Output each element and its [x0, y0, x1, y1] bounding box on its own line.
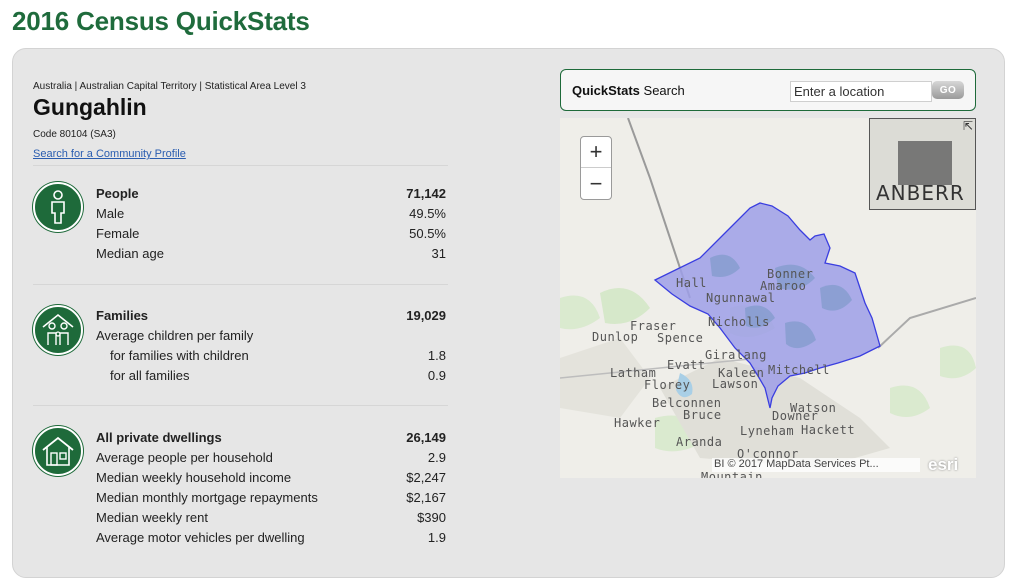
- breadcrumb: Australia | Australian Capital Territory…: [33, 81, 306, 92]
- search-title-rest: Search: [639, 83, 685, 98]
- place-label: Downer: [772, 409, 819, 423]
- families-with-children-value: 1.8: [427, 347, 446, 363]
- vehicles-value: 1.9: [427, 529, 446, 545]
- male-value: 49.5%: [409, 205, 446, 221]
- female-value: 50.5%: [409, 225, 446, 241]
- map-attribution: BI © 2017 MapData Services Pt...: [712, 458, 920, 472]
- place-label: Aranda: [676, 435, 723, 449]
- place-label: Bonner: [767, 267, 814, 281]
- house-icon: [33, 426, 83, 476]
- search-title: QuickStats Search: [572, 83, 685, 98]
- map[interactable]: + − ANBERR ⇱ Hall Bonner Amaroo Ngunnawa…: [560, 118, 976, 478]
- all-families-label: for all families: [110, 367, 190, 383]
- gungahlin-region[interactable]: [653, 202, 881, 409]
- rent-row: Median weekly rent $390: [96, 507, 446, 527]
- area-name: Gungahlin: [33, 94, 147, 120]
- families-row: Families 19,029: [96, 305, 446, 325]
- avg-people-value: 2.9: [427, 449, 446, 465]
- place-label: Watson: [790, 401, 837, 415]
- page-title: 2016 Census QuickStats: [12, 6, 310, 36]
- person-icon: [33, 182, 83, 232]
- zoom-control: + −: [580, 136, 612, 200]
- map-canvas: [560, 118, 976, 468]
- place-label: Lyneham: [740, 424, 795, 438]
- divider: [33, 165, 448, 166]
- area-code: Code 80104 (SA3): [33, 129, 116, 140]
- place-label: Hackett: [801, 423, 856, 437]
- place-label: Kaleen: [718, 366, 765, 380]
- rent-label: Median weekly rent: [96, 509, 208, 525]
- place-label: Florey: [644, 378, 691, 392]
- place-label: Nicholls: [708, 315, 770, 329]
- overview-map[interactable]: ANBERR ⇱: [869, 118, 976, 210]
- esri-logo: esri: [928, 455, 959, 474]
- place-label: Hall: [676, 276, 707, 290]
- household-income-row: Median weekly household income $2,247: [96, 467, 446, 487]
- overview-extent: [898, 141, 952, 185]
- avg-people-row: Average people per household 2.9: [96, 447, 446, 467]
- community-profile-link[interactable]: Search for a Community Profile: [33, 148, 186, 160]
- place-label: Latham: [610, 366, 657, 380]
- dwellings-value: 26,149: [406, 429, 446, 445]
- location-search-input[interactable]: [790, 81, 932, 102]
- search-title-bold: QuickStats: [572, 83, 640, 98]
- place-label: Dunlop: [592, 330, 639, 344]
- family-icon: [33, 305, 83, 355]
- all-families-row: for all families 0.9: [96, 365, 446, 385]
- vehicles-row: Average motor vehicles per dwelling 1.9: [96, 527, 446, 547]
- divider: [33, 405, 448, 406]
- families-with-children-row: for families with children 1.8: [96, 345, 446, 365]
- place-label: Fraser: [630, 319, 677, 333]
- zoom-out-button[interactable]: −: [589, 170, 603, 196]
- place-label: Mitchell: [768, 363, 830, 377]
- vehicles-label: Average motor vehicles per dwelling: [96, 529, 305, 545]
- place-label: Hawker: [614, 416, 661, 430]
- mortgage-value: $2,167: [406, 489, 446, 505]
- place-label: Belconnen: [652, 396, 722, 410]
- median-age-value: 31: [431, 245, 446, 261]
- zoom-in-button[interactable]: +: [581, 137, 611, 168]
- female-label: Female: [96, 225, 140, 241]
- household-income-value: $2,247: [406, 469, 446, 485]
- male-row: Male 49.5%: [96, 203, 446, 223]
- place-label: Amaroo: [760, 279, 807, 293]
- overview-label: ANBERR: [876, 181, 965, 205]
- quickstats-search: QuickStats Search GO: [560, 69, 976, 111]
- mortgage-row: Median monthly mortgage repayments $2,16…: [96, 487, 446, 507]
- people-label: People: [96, 185, 139, 201]
- place-label: Ngunnawal: [706, 291, 776, 305]
- place-label: Giralang: [705, 348, 767, 362]
- place-label: O'connor: [737, 447, 799, 461]
- families-label: Families: [96, 307, 149, 323]
- place-label: Spence: [657, 331, 704, 345]
- female-row: Female 50.5%: [96, 223, 446, 243]
- people-value: 71,142: [406, 185, 446, 201]
- rent-value: $390: [417, 509, 446, 525]
- divider: [33, 284, 448, 285]
- families-value: 19,029: [406, 307, 446, 323]
- all-families-value: 0.9: [427, 367, 446, 383]
- place-label: Mountain: [701, 470, 763, 478]
- go-button[interactable]: GO: [932, 81, 964, 99]
- place-label: Lawson: [712, 377, 759, 391]
- expand-icon[interactable]: ⇱: [962, 119, 973, 133]
- mortgage-label: Median monthly mortgage repayments: [96, 489, 318, 505]
- families-with-children-label: for families with children: [110, 347, 249, 363]
- place-label: Bruce: [683, 408, 722, 422]
- median-age-label: Median age: [96, 245, 164, 261]
- avg-children-label: Average children per family: [96, 327, 254, 343]
- median-age-row: Median age 31: [96, 243, 446, 263]
- people-row: People 71,142: [96, 183, 446, 203]
- avg-children-row: Average children per family: [96, 325, 446, 345]
- place-label: Evatt: [667, 358, 706, 372]
- avg-people-label: Average people per household: [96, 449, 273, 465]
- dwellings-row: All private dwellings 26,149: [96, 427, 446, 447]
- household-income-label: Median weekly household income: [96, 469, 292, 485]
- dwellings-label: All private dwellings: [96, 429, 222, 445]
- male-label: Male: [96, 205, 125, 221]
